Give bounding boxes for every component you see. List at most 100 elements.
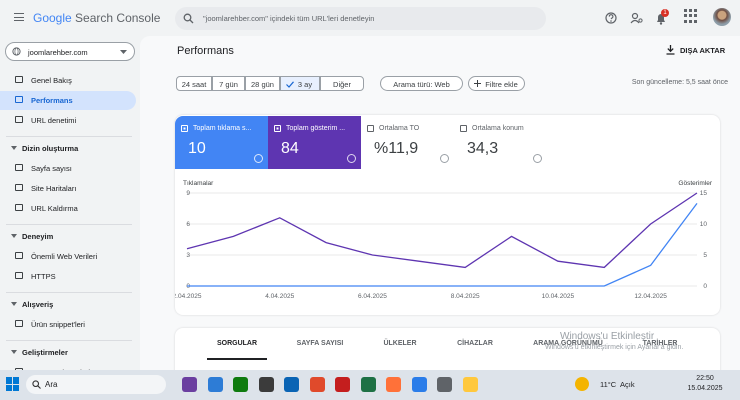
metric-card[interactable]: Ortalama konum 34,3 — [454, 116, 547, 169]
check — [286, 81, 294, 88]
search-box[interactable]: "joomlarehber.com" içindeki tüm URL'leri… — [175, 7, 546, 30]
property-name: joomlarehber.com — [28, 48, 88, 57]
metric-value: 10 — [188, 140, 206, 157]
menu-button[interactable] — [14, 13, 24, 21]
metric-label: Ortalama konum — [472, 125, 524, 132]
y2-tick-label: 15 — [700, 190, 708, 197]
y-tick-label: 3 — [186, 252, 190, 259]
tab[interactable]: CİHAZLAR — [457, 340, 493, 347]
top-bar: Google Search Console "joomlarehber.com"… — [0, 0, 740, 36]
export-button[interactable]: DIŞA AKTAR — [680, 46, 726, 55]
tab[interactable]: ÜLKELER — [383, 340, 417, 347]
metric-checkbox — [181, 125, 188, 132]
y2-axis-title: Gösterimler — [678, 180, 712, 187]
nav-section-title[interactable]: Geliştirmeler — [22, 348, 68, 357]
start-button[interactable] — [6, 377, 20, 391]
metric-help — [533, 154, 542, 163]
nav-section-expander — [11, 302, 17, 306]
y2-tick-label: 5 — [703, 252, 707, 259]
check-icon — [286, 81, 294, 88]
logo-product: Search Console — [75, 11, 161, 25]
watermark-text: Windows'u etkinleştirmek için Ayarlar'a … — [545, 344, 684, 351]
nav-divider — [6, 224, 132, 225]
nav-item[interactable]: URL denetimi — [31, 116, 77, 125]
taskbar-app[interactable] — [182, 377, 197, 392]
taskbar-app[interactable] — [258, 377, 274, 392]
nav-section-title[interactable]: Dizin oluşturma — [22, 144, 79, 153]
date-range-chip[interactable]: 28 gün — [245, 76, 280, 91]
tab[interactable]: TARİHLER — [642, 340, 678, 347]
metric-value: 34,3 — [467, 140, 499, 157]
y2-tick-label: 10 — [700, 221, 708, 228]
taskbar-app[interactable] — [207, 377, 223, 392]
nav-item[interactable]: Genel Bakış — [31, 76, 72, 85]
nav-item[interactable]: Ürün snippet'leri — [31, 320, 85, 329]
metric-card[interactable]: Ortalama TO %11,9 — [361, 116, 454, 169]
taskbar-app[interactable] — [335, 377, 350, 392]
taskbar-app[interactable] — [309, 377, 325, 392]
nav-item[interactable]: URL Kaldırma — [31, 204, 78, 213]
nav-divider — [6, 136, 132, 137]
clock-time: 22:50 — [696, 375, 714, 382]
apps-button[interactable] — [684, 9, 698, 23]
search-icon — [183, 13, 194, 24]
nav-item[interactable]: Önemli Web Verileri — [31, 252, 98, 261]
notification-badge: 1 — [661, 9, 669, 17]
nav-section-title[interactable]: Alışveriş — [22, 300, 54, 309]
clock-date: 15.04.2025 — [687, 385, 723, 392]
page-title: Performans — [177, 45, 234, 57]
nav-item[interactable]: Site Haritaları — [31, 184, 77, 193]
metric-value: %11,9 — [374, 140, 419, 157]
nav-item[interactable]: Performans — [31, 96, 73, 105]
metric-card[interactable]: Toplam gösterim ... 84 — [268, 116, 361, 169]
x-tick-label: 12.04.2025 — [634, 293, 667, 300]
metric-label: Toplam gösterim ... — [286, 125, 346, 132]
date-range-chip[interactable]: 3 ay — [280, 76, 320, 91]
nav-section-title[interactable]: Deneyim — [22, 232, 54, 241]
taskbar-app[interactable] — [462, 377, 478, 392]
taskbar-app[interactable] — [233, 377, 248, 392]
nav-section-expander — [11, 146, 17, 150]
taskbar-search-icon — [32, 380, 41, 389]
taskbar-app[interactable] — [360, 377, 376, 392]
taskbar-app[interactable] — [437, 377, 452, 392]
users-icon[interactable] — [630, 12, 643, 24]
search-type-filter[interactable]: Arama türü: Web — [380, 76, 463, 91]
tab[interactable]: SORGULAR — [216, 340, 258, 347]
export-icon — [666, 45, 675, 55]
metric-card[interactable]: Toplam tıklama s... 10 — [175, 116, 268, 169]
add-filter-button[interactable]: Filtre ekle — [468, 76, 525, 91]
taskbar-search-text: Ara — [45, 380, 58, 389]
nav-icon — [15, 272, 23, 279]
nav-icon — [15, 204, 23, 211]
taskbar-app[interactable] — [284, 377, 299, 392]
taskbar-app[interactable] — [386, 377, 401, 392]
y-tick-label: 9 — [186, 190, 190, 197]
metric-label: Toplam tıklama s... — [193, 125, 252, 132]
nav-item[interactable]: HTTPS — [31, 272, 56, 281]
weather: Açık — [620, 380, 635, 389]
date-range-chip[interactable]: 7 gün — [212, 76, 245, 91]
logo[interactable]: Google Search Console — [33, 11, 160, 25]
date-range-chip[interactable]: 24 saat — [176, 76, 212, 91]
metric-label: Ortalama TO — [379, 125, 420, 132]
dropdown-arrow — [120, 50, 127, 54]
taskbar-search[interactable]: Ara — [26, 375, 166, 394]
tab[interactable]: SAYFA SAYISI — [296, 340, 344, 347]
nav-icon — [15, 164, 23, 171]
help-icon[interactable] — [605, 12, 617, 24]
nav-icon — [15, 184, 23, 191]
taskbar-app[interactable] — [411, 377, 427, 392]
metric-checkbox — [367, 125, 374, 132]
plus-icon — [474, 80, 481, 87]
globe-icon — [12, 47, 21, 56]
date-range-chip[interactable]: Diğer — [320, 76, 364, 91]
logo-google: Google — [33, 11, 72, 25]
avatar[interactable] — [713, 8, 731, 26]
metric-checkbox — [460, 125, 467, 132]
property-selector[interactable]: joomlarehber.com — [5, 42, 135, 61]
tab[interactable]: ARAMA GÖRÜNÜMÜ — [533, 340, 603, 347]
nav-section-expander — [11, 234, 17, 238]
nav-item[interactable]: Sayfa sayısı — [31, 164, 72, 173]
